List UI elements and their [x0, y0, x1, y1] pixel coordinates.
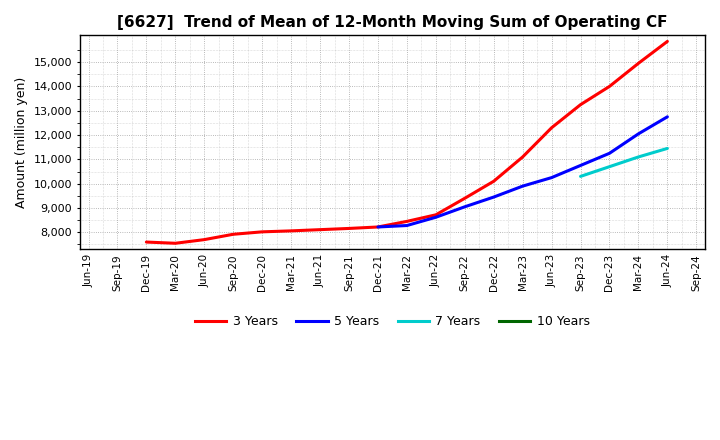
Legend: 3 Years, 5 Years, 7 Years, 10 Years: 3 Years, 5 Years, 7 Years, 10 Years [190, 310, 595, 333]
Y-axis label: Amount (million yen): Amount (million yen) [15, 77, 28, 208]
Title: [6627]  Trend of Mean of 12-Month Moving Sum of Operating CF: [6627] Trend of Mean of 12-Month Moving … [117, 15, 667, 30]
